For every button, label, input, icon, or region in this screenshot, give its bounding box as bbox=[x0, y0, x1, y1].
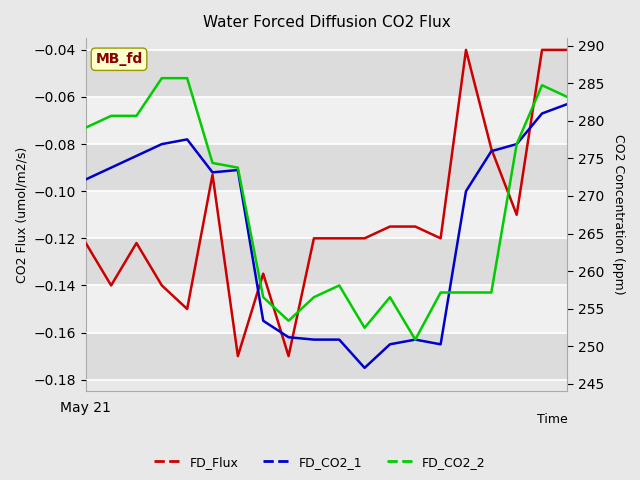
Bar bbox=[86, 333, 568, 380]
Bar bbox=[86, 50, 568, 97]
Bar bbox=[86, 239, 568, 286]
Bar bbox=[86, 97, 568, 144]
Legend: FD_Flux, FD_CO2_1, FD_CO2_2: FD_Flux, FD_CO2_1, FD_CO2_2 bbox=[149, 451, 491, 474]
Y-axis label: CO2 Flux (umol/m2/s): CO2 Flux (umol/m2/s) bbox=[15, 147, 28, 283]
Y-axis label: CO2 Concentration (ppm): CO2 Concentration (ppm) bbox=[612, 134, 625, 295]
Bar bbox=[86, 286, 568, 333]
Bar bbox=[86, 191, 568, 239]
Text: Time: Time bbox=[536, 413, 568, 426]
Text: MB_fd: MB_fd bbox=[95, 52, 143, 66]
Bar bbox=[86, 144, 568, 191]
Title: Water Forced Diffusion CO2 Flux: Water Forced Diffusion CO2 Flux bbox=[203, 15, 451, 30]
